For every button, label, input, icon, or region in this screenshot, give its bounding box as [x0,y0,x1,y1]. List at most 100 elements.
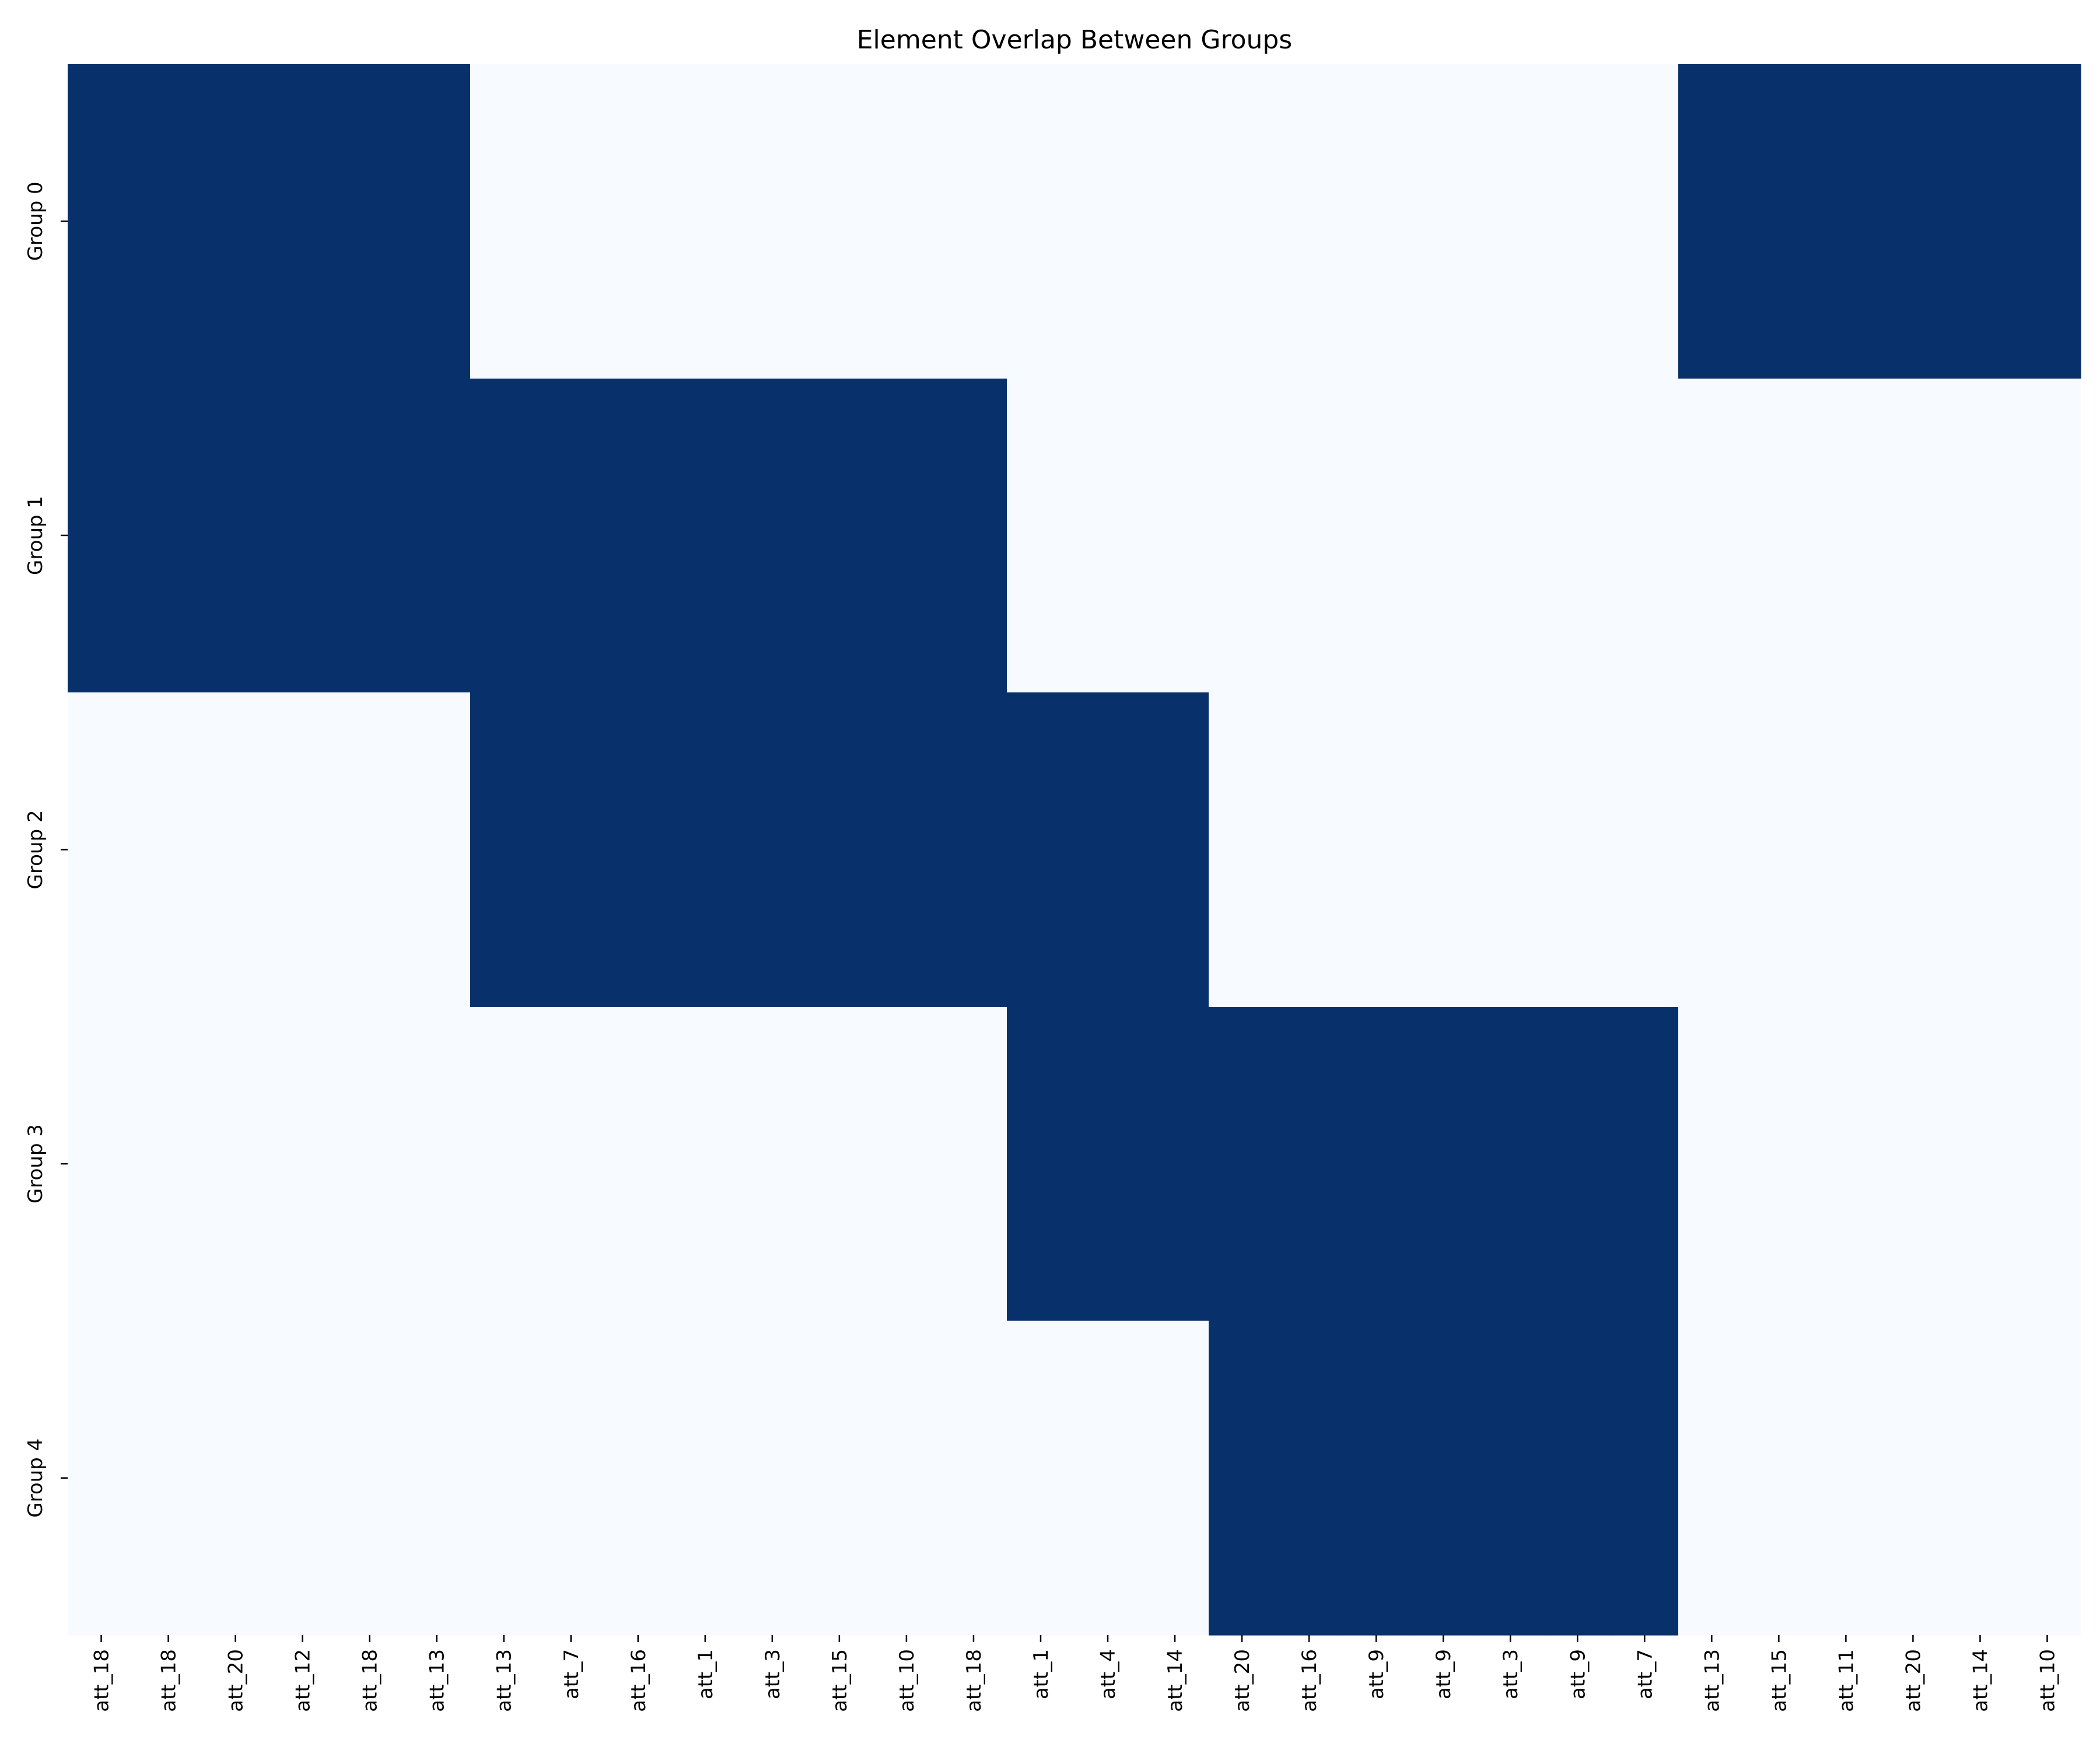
heatmap-cell [1611,1007,1679,1321]
heatmap-cell [1678,1007,1746,1321]
heatmap-cell [1007,64,1075,379]
heatmap-cell [336,1007,404,1321]
y-tick-label: Group 2 [24,810,47,890]
x-tick-label: att_1 [694,1649,718,1699]
heatmap-cell [537,64,605,379]
x-tick-label: att_4 [1097,1649,1120,1699]
x-tick-label: att_15 [1768,1649,1791,1712]
x-tick-label: att_9 [1432,1649,1455,1699]
heatmap-cell [403,1321,471,1636]
heatmap-cell [1880,1007,1947,1321]
heatmap-cell [1410,1321,1478,1636]
heatmap-cell [806,692,873,1007]
heatmap-cell [1678,1321,1746,1636]
heatmap-cell [873,692,940,1007]
heatmap-cell [940,1321,1007,1636]
heatmap-cell [1074,379,1142,693]
heatmap-cell [537,1321,605,1636]
heatmap-cell [1812,1007,1880,1321]
heatmap-cell [1947,64,2014,379]
heatmap-cell [873,64,940,379]
heatmap-cell [269,1007,337,1321]
heatmap-cell [2014,1321,2081,1636]
heatmap-cell [470,379,538,693]
heatmap-cell [269,1321,337,1636]
x-tick-label: att_18 [359,1649,382,1712]
heatmap-cell [135,1321,202,1636]
heatmap-cell [1611,1321,1679,1636]
heatmap-cell [1007,1007,1075,1321]
heatmap-cell [537,692,605,1007]
heatmap-cell [68,64,135,379]
heatmap-cell [1007,1321,1075,1636]
x-tick-label: att_16 [1298,1649,1321,1712]
heatmap-cell [604,64,672,379]
heatmap-cell [1745,64,1813,379]
heatmap-cell [1880,1321,1947,1636]
heatmap-cell [1209,692,1276,1007]
heatmap-cell [806,1321,873,1636]
heatmap-cell [470,1321,538,1636]
heatmap-cell [604,379,672,693]
heatmap-cell [1007,692,1075,1007]
heatmap-cell [1947,1007,2014,1321]
heatmap-cell [68,1321,135,1636]
heatmap-cell [1343,379,1410,693]
heatmap-cell [1209,1321,1276,1636]
x-tick-label: att_9 [1566,1649,1590,1699]
heatmap-cell [403,692,471,1007]
heatmap-cell [671,1007,739,1321]
heatmap-cell [1880,379,1947,693]
heatmap-cell [671,379,739,693]
heatmap-cell [470,692,538,1007]
heatmap-cell [202,64,270,379]
heatmap-cell [1678,379,1746,693]
heatmap-cell [1276,1321,1343,1636]
x-tick-label: att_3 [1499,1649,1522,1699]
heatmap-cell [940,64,1007,379]
heatmap-cell [269,64,337,379]
y-tick-label: Group 4 [24,1438,47,1518]
heatmap-cell [1544,1321,1612,1636]
x-tick-label: att_13 [426,1649,449,1712]
heatmap-cell [269,379,337,693]
x-tick-label: att_13 [493,1649,516,1712]
x-tick-label: att_13 [1700,1649,1724,1712]
heatmap-cell [135,692,202,1007]
heatmap-cell [403,1007,471,1321]
heatmap-cell [1410,64,1478,379]
heatmap-cell [1276,64,1343,379]
heatmap-cell [135,64,202,379]
heatmap-cell [1343,692,1410,1007]
heatmap-cell [1745,1007,1813,1321]
heatmap-cell [202,692,270,1007]
heatmap-cell [336,64,404,379]
heatmap-cell [202,1321,270,1636]
y-tick-label: Group 0 [24,181,47,261]
heatmap-cell [68,692,135,1007]
heatmap-cell [1276,692,1343,1007]
heatmap-cell [1745,692,1813,1007]
heatmap-cell [202,1007,270,1321]
heatmap-cell [1477,64,1545,379]
heatmap-cell [202,379,270,693]
heatmap-cell [1142,1007,1209,1321]
x-tick-label: att_7 [1633,1649,1657,1699]
heatmap-cell [873,379,940,693]
heatmap-cell [1611,379,1679,693]
x-axis: att_18 att_18 att_20 att_12 att_18 att_13 att_… [90,1635,2059,1712]
heatmap-cell [68,379,135,693]
heatmap-cell [1142,379,1209,693]
heatmap-cell [1074,692,1142,1007]
x-tick-label: att_1 [1030,1649,1053,1699]
heatmap-cell [1812,379,1880,693]
x-tick-label: att_20 [225,1649,248,1712]
heatmap-cell [1611,692,1679,1007]
heatmap-cell [1812,1321,1880,1636]
heatmap-cell [1142,692,1209,1007]
heatmap-cell [1544,64,1612,379]
x-tick-label: att_10 [2036,1649,2059,1712]
heatmap-cell [403,379,471,693]
heatmap-cell [1678,64,1746,379]
heatmap-cell [1544,692,1612,1007]
